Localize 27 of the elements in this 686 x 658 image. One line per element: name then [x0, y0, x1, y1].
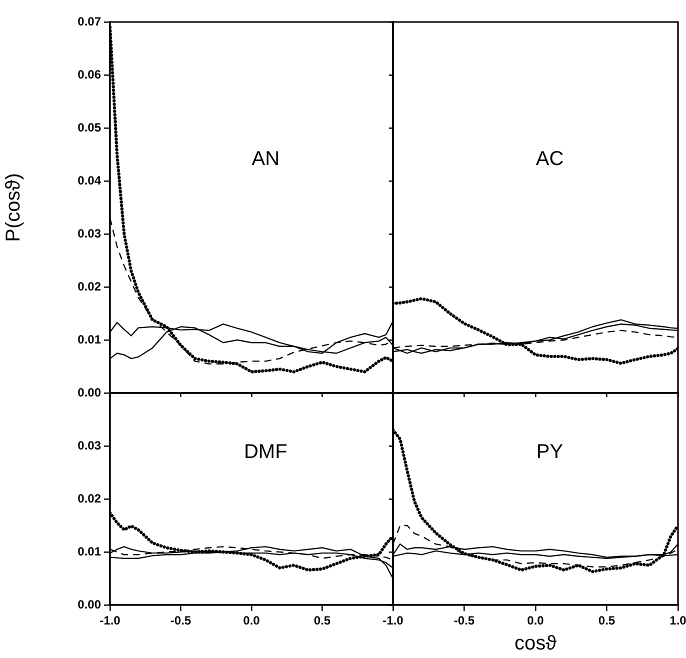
y-tick-label: 0.01: [78, 544, 102, 558]
x-tick-label: 1.0: [670, 614, 686, 628]
x-tick-label: 0.5: [598, 614, 616, 628]
y-tick-label: 0.04: [78, 173, 102, 188]
x-tick-label: 0.0: [527, 614, 544, 628]
annotation: DMF: [244, 440, 288, 463]
y-tick-label: 0.00: [78, 597, 102, 612]
y-tick-label: 0.05: [78, 120, 102, 134]
annotation: AC: [536, 148, 564, 170]
y-tick-label: 0.02: [78, 491, 102, 506]
x-tick-label: -1.0: [382, 614, 404, 628]
annotation: AN: [252, 148, 280, 170]
y-tick-label: 0.00: [78, 385, 102, 400]
annotation: PY: [536, 440, 564, 463]
x-tick-label: -0.5: [170, 614, 192, 628]
y-tick-label: 0.01: [78, 332, 102, 346]
y-tick-label: 0.03: [78, 438, 102, 452]
x-tick-label: -1.0: [100, 614, 121, 628]
y-tick-label: 0.07: [78, 14, 102, 28]
x-tick-label: 0.0: [243, 614, 260, 628]
x-tick-label: -0.5: [454, 614, 475, 628]
x-axis-title: cosϑ: [514, 632, 557, 655]
y-axis-title: P(cosϑ): [2, 173, 25, 242]
y-tick-label: 0.03: [78, 226, 102, 240]
x-tick-label: 0.5: [314, 614, 331, 628]
y-tick-label: 0.02: [78, 279, 102, 294]
y-tick-label: 0.06: [78, 67, 102, 82]
